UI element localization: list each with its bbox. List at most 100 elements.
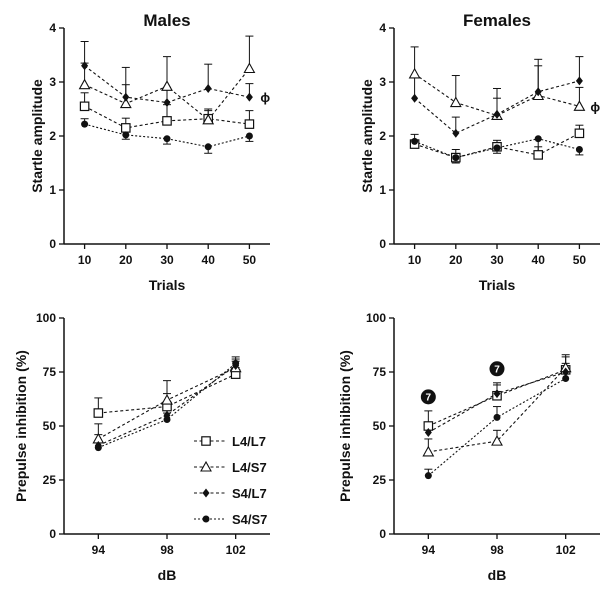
x-axis-label: Trials [149,277,186,293]
data-point-s4-s7 [204,143,212,151]
legend-label: L4/S7 [232,460,267,475]
y-tick-label: 100 [366,311,386,325]
y-axis-label: Startle amplitude [359,79,375,193]
data-point-l4-s7 [243,62,256,74]
y-tick-label: 25 [373,473,387,487]
y-tick-label: 3 [379,75,386,89]
data-point-l4-l7 [120,123,131,133]
y-tick-label: 1 [379,183,386,197]
chart-title: Females [463,11,531,30]
x-tick-label: 30 [490,253,504,267]
chart-panel-4: 0 25 50 75 100 94 98 102 dB Prepulse inhibition (… [337,311,600,583]
data-point-s4-l7 [493,389,501,399]
data-point-l4-l7 [533,150,543,160]
legend-label: S4/L7 [232,486,267,501]
significance-marker-label: 7 [494,364,500,375]
series-line-s4-l7 [428,371,566,433]
data-point-s4-s7 [452,154,460,162]
data-point-s4-l7 [493,109,501,119]
y-axis-label: Prepulse inhibition (%) [13,350,29,502]
y-tick-label: 0 [49,527,56,541]
x-axis-label: Trials [479,277,516,293]
legend-marker [202,488,210,498]
data-point-l4-s7 [161,80,173,91]
data-point-l4-l7 [244,119,255,129]
series-line-l4-l7 [414,132,580,159]
data-point-s4-s7 [163,135,171,143]
x-tick-label: 20 [449,253,463,267]
legend-item: S4/S7 [194,512,267,527]
y-tick-label: 50 [43,419,57,433]
data-point-s4-l7 [122,92,130,102]
data-point-s4-s7 [411,137,419,145]
legend-label: L4/L7 [232,434,266,449]
y-tick-label: 0 [379,527,386,541]
legend-item: L4/S7 [194,460,267,475]
data-point-s4-l7 [81,61,89,71]
data-point-l4-s7 [78,78,91,90]
data-point-s4-s7 [163,416,171,424]
y-tick-label: 0 [379,237,386,251]
data-point-s4-l7 [204,83,212,93]
y-axis-label: Prepulse inhibition (%) [337,350,353,502]
significance-marker-label: 7 [426,392,432,403]
data-point-s4-s7 [562,374,570,382]
y-tick-label: 2 [379,129,386,143]
x-tick-label: 10 [408,253,422,267]
y-tick-label: 75 [373,365,387,379]
data-point-l4-s7 [408,67,421,79]
y-tick-label: 1 [49,183,56,197]
x-tick-label: 94 [92,543,106,557]
data-point-l4-l7 [93,408,104,418]
y-tick-label: 0 [49,237,56,251]
chart-panel-2: 0 1 2 3 4 10 20 30 40 50 Females Trials Startle ampl… [359,11,600,293]
chart-panel-1: 0 1 2 3 4 10 20 30 40 50 Males Trials Startle amplit… [29,11,270,293]
x-tick-label: 50 [243,253,257,267]
y-tick-label: 50 [373,419,387,433]
legend-item: S4/L7 [194,486,267,501]
series-line-s4-s7 [84,123,250,148]
x-tick-label: 102 [226,543,246,557]
x-tick-label: 40 [202,253,216,267]
data-point-s4-l7 [562,367,570,377]
data-point-l4-s7 [573,100,586,111]
data-point-s4-l7 [245,92,253,102]
data-point-l4-l7 [574,128,585,139]
series-line-s4-s7 [414,138,580,159]
legend-marker [200,460,212,472]
chart-panel-3: 0 25 50 75 100 94 98 102 dB Prepulse inhibition (… [13,311,270,583]
data-point-l4-l7 [162,116,172,126]
y-tick-label: 75 [43,365,57,379]
series-line-l4-l7 [428,369,566,427]
data-point-s4-l7 [411,93,419,103]
x-tick-label: 20 [119,253,133,267]
x-tick-label: 98 [490,543,504,557]
x-tick-label: 98 [160,543,174,557]
data-point-s4-s7 [534,135,542,143]
data-point-l4-s7 [491,434,503,446]
data-point-s4-s7 [81,120,89,128]
y-tick-label: 4 [379,21,386,35]
data-point-s4-l7 [452,128,460,138]
x-tick-label: 94 [422,543,436,557]
data-point-l4-s7 [119,97,132,109]
legend: L4/L7 L4/S7 S4/L7 S4/S7 [194,434,267,527]
data-point-l4-s7 [422,445,435,457]
series-line-l4-s7 [414,73,580,117]
x-tick-label: 10 [78,253,92,267]
y-tick-label: 4 [49,21,56,35]
x-axis-label: dB [158,567,177,583]
legend-marker [202,515,210,523]
data-point-l4-s7 [202,113,215,125]
significance-marker [420,389,436,405]
series-line-l4-s7 [428,367,567,453]
x-tick-label: 50 [573,253,587,267]
data-point-s4-l7 [424,427,432,437]
data-point-s4-l7 [163,98,171,108]
data-point-s4-s7 [245,132,253,140]
y-axis-label: Startle amplitude [29,79,45,193]
data-point-s4-s7 [424,472,432,480]
y-tick-label: 25 [43,473,57,487]
data-point-s4-l7 [534,87,542,97]
